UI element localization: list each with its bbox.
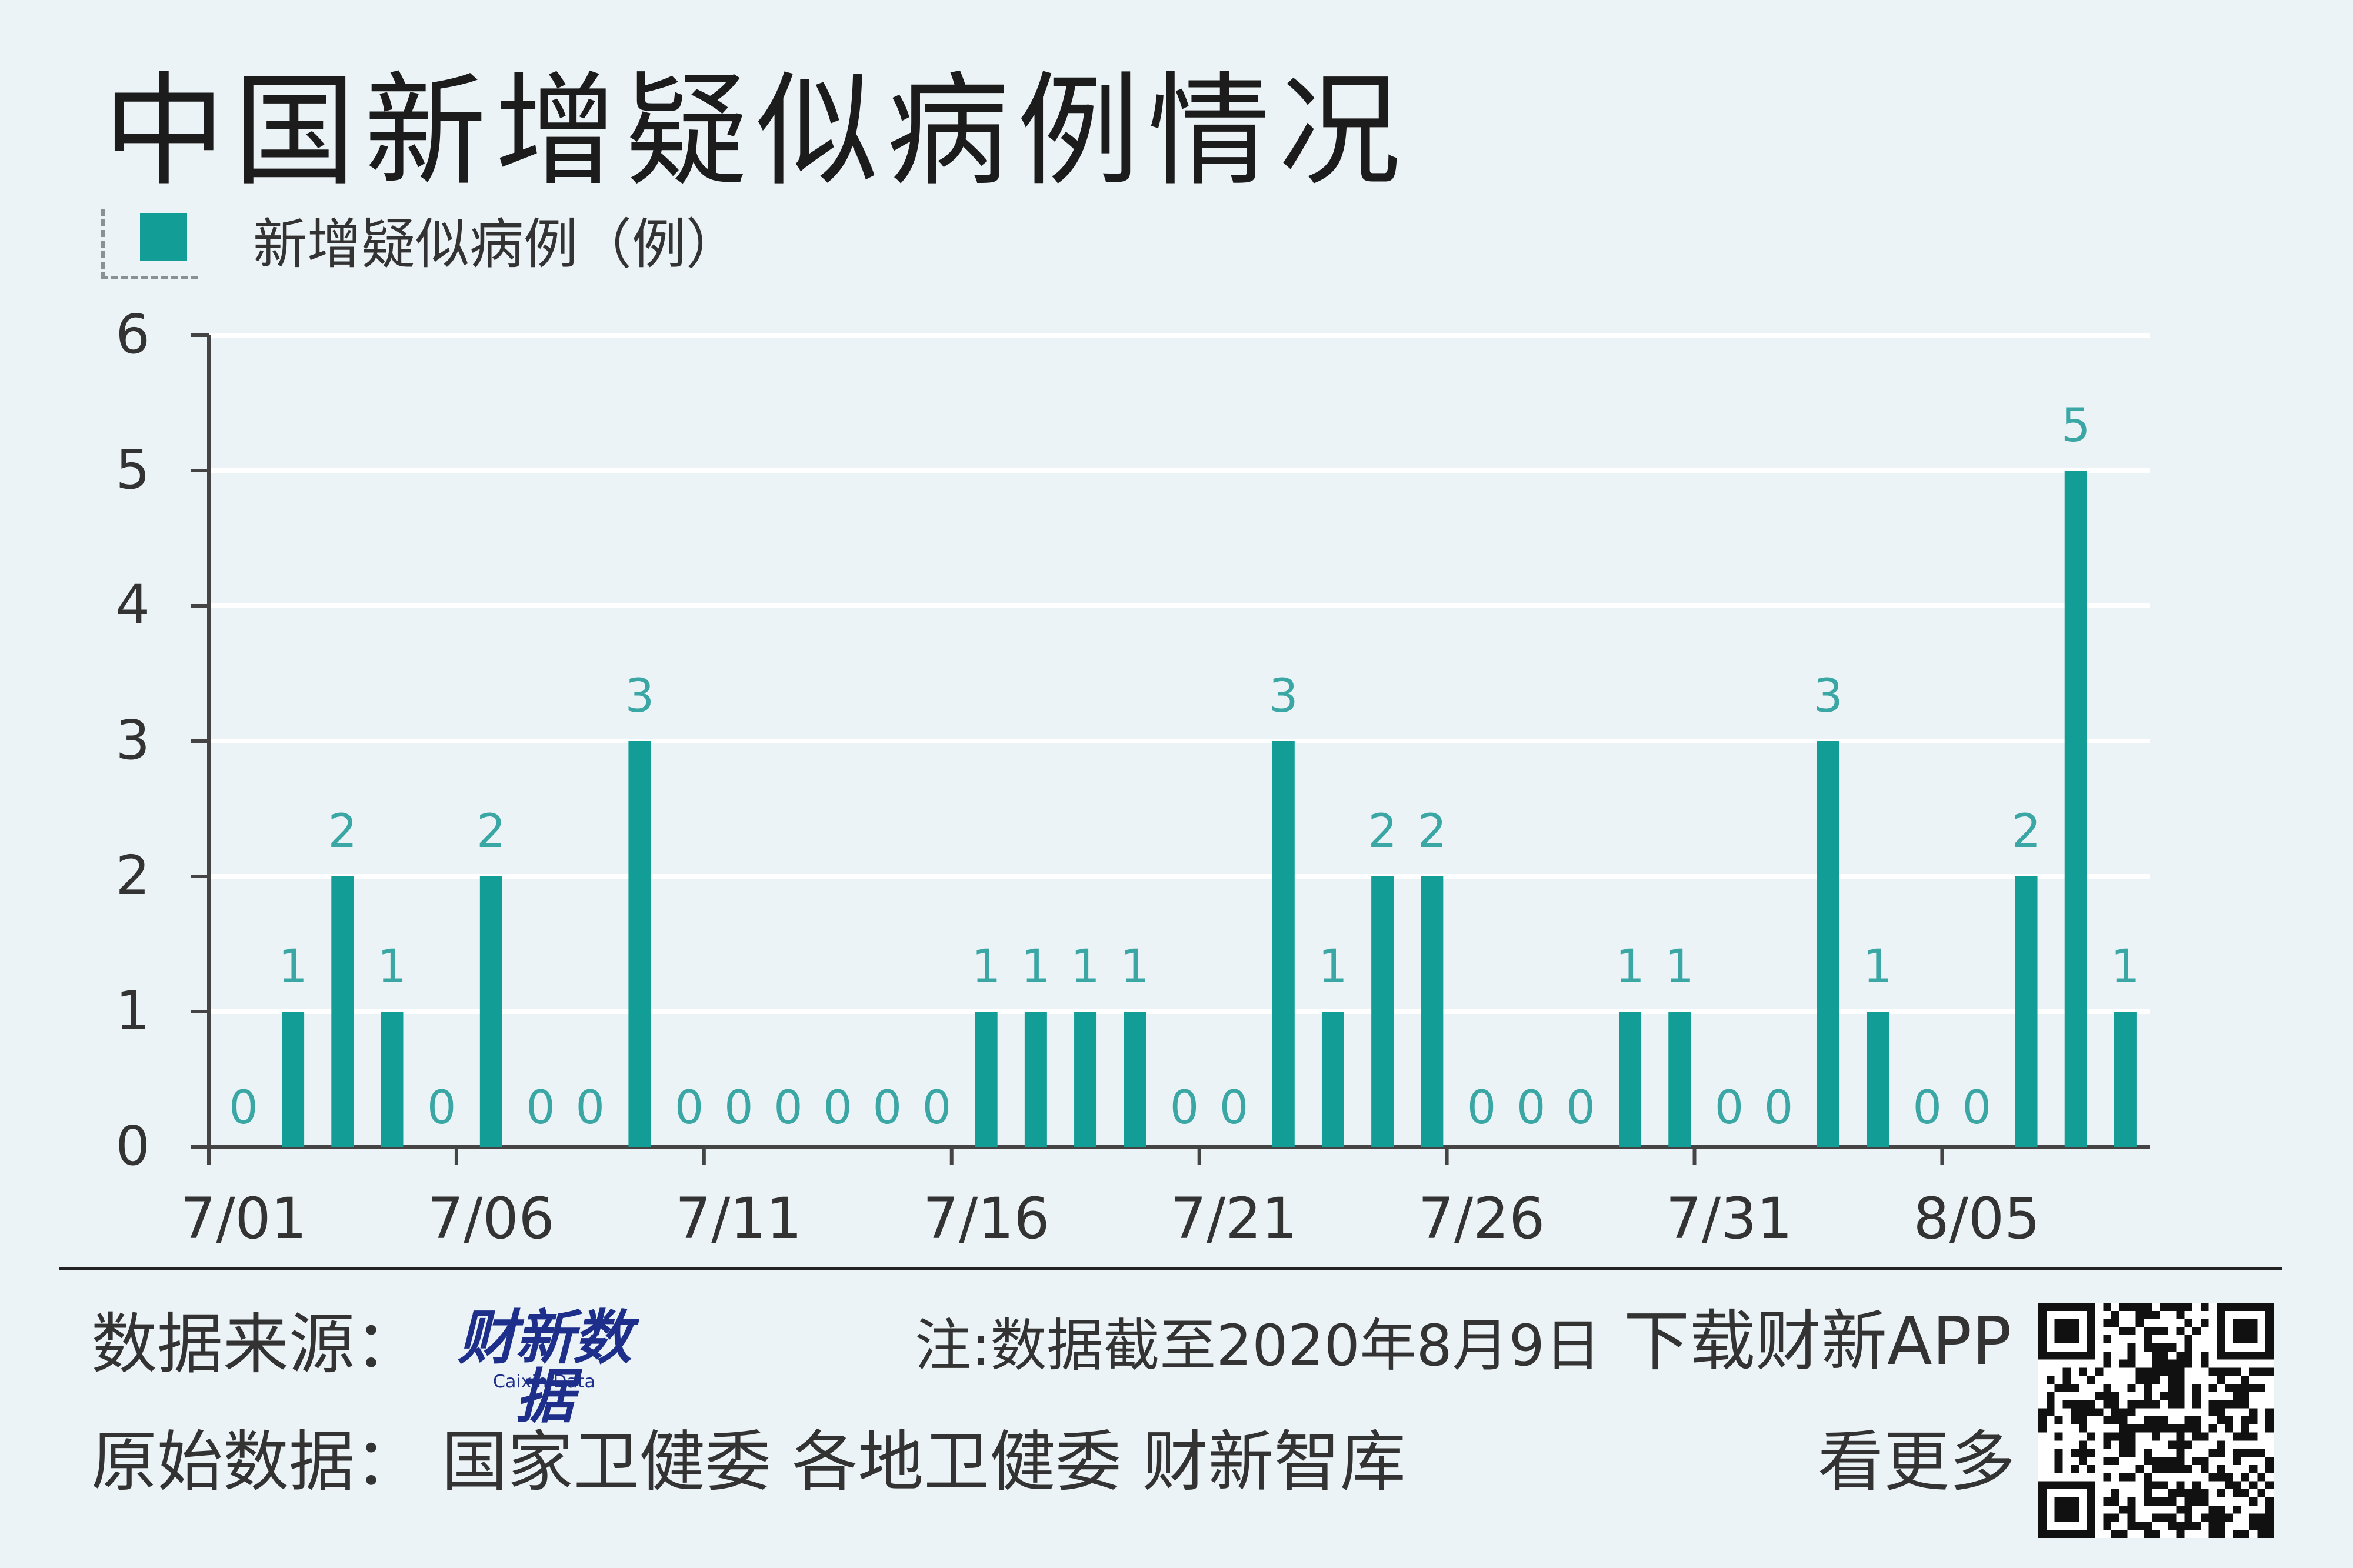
y-tick-label: 2 (115, 844, 150, 907)
bar-value-label: 1 (1318, 940, 1348, 993)
bar-value-label: 0 (526, 1082, 555, 1135)
bar (1074, 1012, 1097, 1147)
y-tick-label: 3 (115, 709, 150, 772)
bar-value-label: 0 (872, 1082, 902, 1135)
bar-value-label: 1 (1863, 940, 1892, 993)
bar-value-label: 0 (1467, 1082, 1497, 1135)
bar-value-label: 0 (427, 1082, 456, 1135)
y-tick-label: 4 (115, 573, 150, 636)
legend-label: 新增疑似病例（例） (253, 213, 741, 276)
bar-value-label: 0 (1566, 1082, 1595, 1135)
bar (1421, 876, 1444, 1147)
bar (2114, 1012, 2137, 1147)
bar (2015, 876, 2038, 1147)
bar (1619, 1012, 1642, 1147)
bar-value-label: 3 (1269, 670, 1298, 723)
see-more-text: 看更多 (1818, 1424, 2015, 1500)
bar-value-label: 0 (575, 1082, 605, 1135)
bar-value-label: 0 (1764, 1082, 1794, 1135)
bar-value-label: 1 (1665, 940, 1694, 993)
y-tick-label: 5 (115, 438, 150, 501)
bar-value-label: 0 (823, 1082, 852, 1135)
bar-value-label: 1 (1021, 940, 1051, 993)
bar-value-label: 2 (476, 805, 506, 858)
x-tick-label: 7/31 (1666, 1186, 1793, 1252)
bar-value-label: 0 (922, 1082, 952, 1135)
bar (1817, 741, 1839, 1147)
bar-value-label: 5 (2061, 399, 2091, 452)
source-label: 数据来源： (91, 1306, 421, 1383)
bar-value-label: 1 (972, 940, 1001, 993)
bar-value-label: 0 (1517, 1082, 1546, 1135)
x-tick-label: 7/26 (1418, 1186, 1545, 1252)
caixin-data-logo: 财新数据 Caixin Data (432, 1309, 656, 1426)
bar-value-label: 0 (1219, 1082, 1249, 1135)
bar-value-label: 1 (1615, 940, 1645, 993)
bar-value-label: 2 (2012, 805, 2041, 858)
bar-value-label: 0 (229, 1082, 258, 1135)
bar (2064, 471, 2087, 1147)
bar (1124, 1012, 1146, 1147)
bar-value-label: 1 (278, 940, 308, 993)
bar-value-label: 0 (675, 1082, 704, 1135)
bar-value-label: 0 (1912, 1082, 1942, 1135)
bar-value-label: 2 (1418, 805, 1447, 858)
bar-value-label: 1 (378, 940, 407, 993)
y-tick-label: 6 (115, 303, 150, 366)
page-title: 中国新增疑似病例情况 (103, 61, 1409, 203)
bar (479, 876, 502, 1147)
logo-text-cn: 财新数据 (458, 1303, 632, 1431)
axis-layer: 0 1 2 3 4 5 6 7/01 7/06 7/11 7/16 7/21 7/26 7/31 8/05 (115, 303, 2150, 1252)
bar (1321, 1012, 1344, 1147)
bar (1866, 1012, 1889, 1147)
bar-value-label: 1 (2111, 940, 2140, 993)
bar-value-label: 0 (1170, 1082, 1199, 1135)
x-tick-label: 7/01 (180, 1186, 307, 1252)
bar-value-label: 2 (328, 805, 357, 858)
bar (1024, 1012, 1047, 1147)
bar-layer (282, 471, 2137, 1147)
bar-value-label: 0 (1962, 1082, 1992, 1135)
qr-code-icon[interactable] (2038, 1303, 2274, 1538)
bar (628, 741, 651, 1147)
bar-value-label: 2 (1368, 805, 1397, 858)
bar (1371, 876, 1394, 1147)
y-tick-label: 1 (115, 979, 150, 1042)
x-tick-label: 7/21 (1171, 1186, 1298, 1252)
bar-value-label: 1 (1071, 940, 1100, 993)
x-tick-label: 7/11 (675, 1186, 802, 1252)
x-tick-label: 7/06 (428, 1186, 555, 1252)
download-app-text: 下载财新APP (1624, 1303, 2012, 1380)
y-tick-label: 0 (115, 1115, 150, 1177)
original-data-sources: 原始数据： 国家卫健委 各地卫健委 财新智库 (91, 1424, 1406, 1500)
x-tick-label: 7/16 (923, 1186, 1050, 1252)
bar-value-label: 3 (625, 670, 655, 723)
bar-value-label: 1 (1120, 940, 1149, 993)
logo-text-en: Caixin Data (493, 1372, 595, 1392)
bar (282, 1012, 305, 1147)
bar-value-label: 0 (724, 1082, 754, 1135)
bar (1272, 741, 1295, 1147)
bar-value-label: 3 (1814, 670, 1843, 723)
bar (1668, 1012, 1691, 1147)
x-tick-label: 8/05 (1914, 1186, 2041, 1252)
bar (381, 1012, 404, 1147)
legend (101, 209, 198, 279)
data-note: 注:数据截至2020年8月9日 (915, 1313, 1601, 1379)
bar (975, 1012, 998, 1147)
legend-swatch (140, 213, 187, 261)
bar-value-label: 0 (774, 1082, 803, 1135)
bar-value-label: 0 (1715, 1082, 1744, 1135)
footer-divider (59, 1267, 2282, 1270)
bar (331, 876, 354, 1147)
